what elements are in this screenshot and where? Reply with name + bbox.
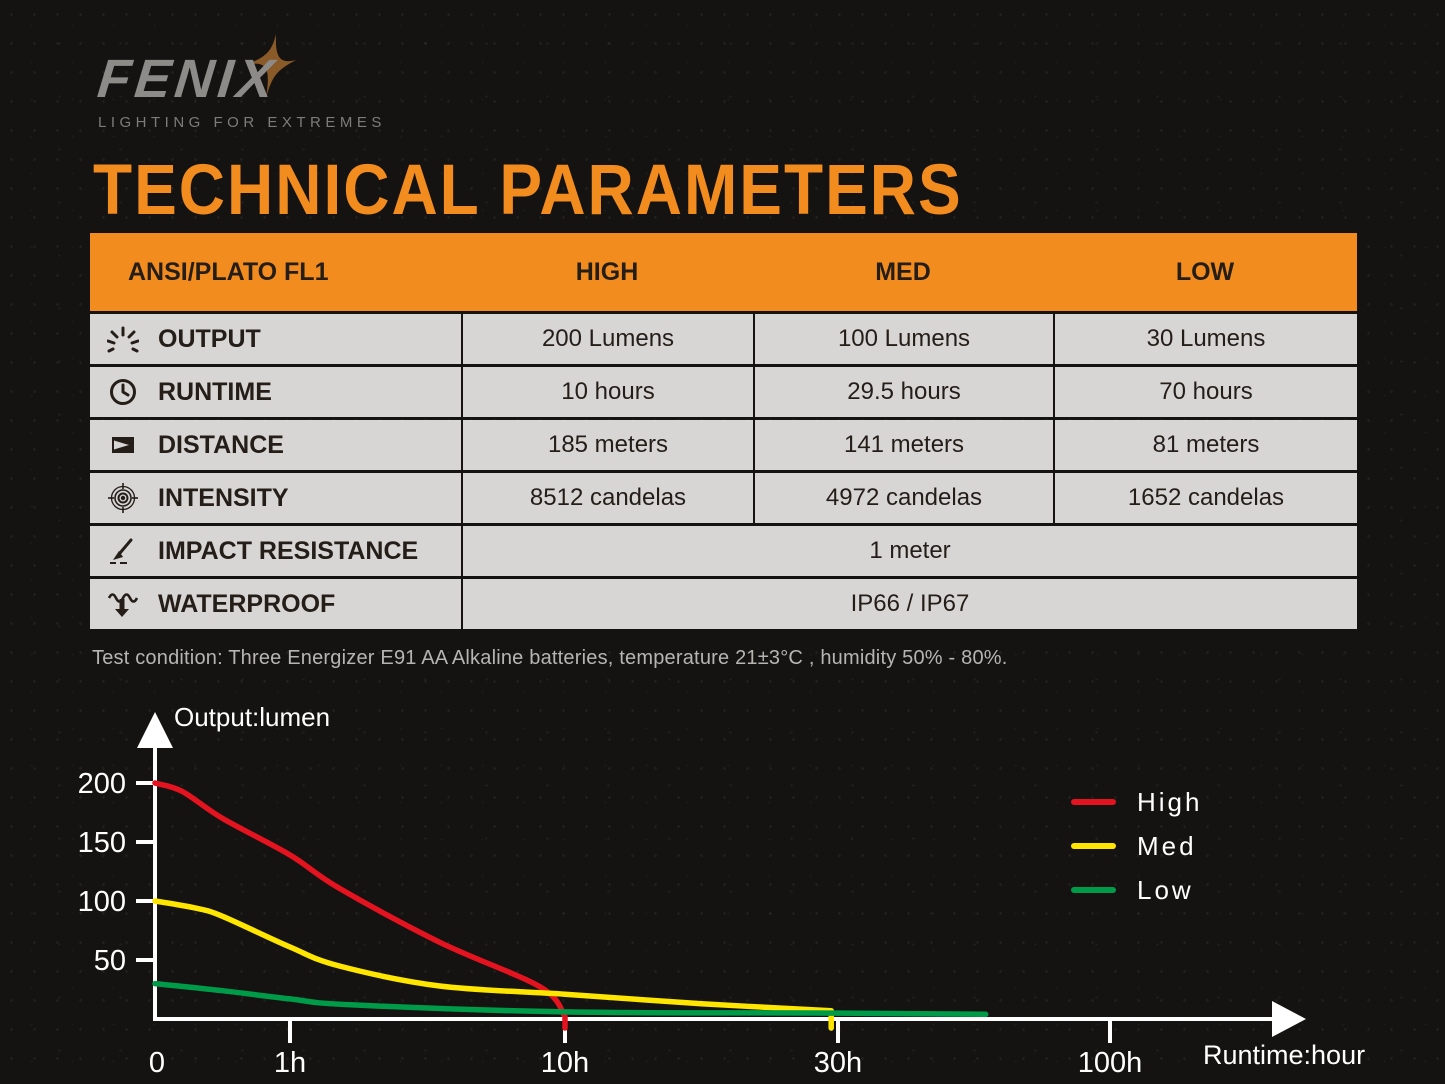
row-label: WATERPROOF xyxy=(158,589,336,618)
low-series-line xyxy=(152,980,989,1018)
x-axis-label: Runtime:hour xyxy=(1203,1040,1366,1070)
output-low: 30 Lumens xyxy=(1053,314,1357,364)
brand-tagline: LIGHTING FOR EXTREMES xyxy=(98,114,386,131)
y-axis-label: Output:lumen xyxy=(174,702,331,732)
x-tick-label: 0 xyxy=(149,1047,165,1079)
high-series-line xyxy=(152,780,568,1031)
distance-low: 81 meters xyxy=(1053,420,1357,470)
x-tick-label: 30h xyxy=(814,1047,862,1079)
runtime-med: 29.5 hours xyxy=(753,367,1053,417)
clock-icon xyxy=(105,377,141,407)
row-label: INTENSITY xyxy=(158,483,289,512)
runtime-high: 10 hours xyxy=(461,367,753,417)
output-med: 100 Lumens xyxy=(753,314,1053,364)
chart-legend: High Med Low xyxy=(1071,780,1202,912)
spec-table-header: ANSI/PLATO FL1 HIGH MED LOW xyxy=(90,233,1357,311)
x-tick-label: 1h xyxy=(274,1047,306,1079)
output-high: 200 Lumens xyxy=(461,314,753,364)
y-tick-label: 50 xyxy=(94,945,126,977)
row-label: IMPACT RESISTANCE xyxy=(158,536,419,565)
intensity-high: 8512 candelas xyxy=(461,473,753,523)
table-header-high: HIGH xyxy=(575,257,639,286)
med-series-line xyxy=(152,898,834,1031)
y-axis-arrow xyxy=(137,712,173,748)
row-label: DISTANCE xyxy=(158,430,284,459)
waterproof-value: IP66 / IP67 xyxy=(461,579,1357,629)
impact-resistance-value: 1 meter xyxy=(461,526,1357,576)
intensity-target-icon xyxy=(105,482,141,514)
distance-high: 185 meters xyxy=(461,420,753,470)
table-header-low: LOW xyxy=(1175,257,1235,286)
high-line-swatch xyxy=(1071,799,1116,805)
legend-item-med: Med xyxy=(1071,824,1202,868)
table-row-distance: DISTANCE 185 meters 141 meters 81 meters xyxy=(90,420,1357,470)
table-row-waterproof: WATERPROOF IP66 / IP67 xyxy=(90,579,1357,629)
table-row-intensity: INTENSITY 8512 candelas 4972 candelas 16… xyxy=(90,473,1357,523)
row-label: RUNTIME xyxy=(158,377,272,406)
table-row-runtime: RUNTIME 10 hours 29.5 hours 70 hours xyxy=(90,367,1357,417)
fenix-star-icon xyxy=(244,34,300,103)
distance-med: 141 meters xyxy=(753,420,1053,470)
x-tick-label: 10h xyxy=(541,1047,589,1079)
legend-label: Med xyxy=(1137,830,1197,861)
low-line-swatch xyxy=(1071,887,1116,893)
table-row-impact: IMPACT RESISTANCE 1 meter xyxy=(90,526,1357,576)
sunburst-icon xyxy=(105,324,141,354)
table-header-standard: ANSI/PLATO FL1 xyxy=(128,257,329,286)
table-row-output: OUTPUT 200 Lumens 100 Lumens 30 Lumens xyxy=(90,314,1357,364)
waterproof-icon xyxy=(105,589,141,619)
legend-item-high: High xyxy=(1071,780,1202,824)
intensity-med: 4972 candelas xyxy=(753,473,1053,523)
page-title: TECHNICAL PARAMETERS xyxy=(93,149,963,230)
legend-item-low: Low xyxy=(1071,868,1202,912)
y-tick-label: 100 xyxy=(78,886,126,918)
legend-label: High xyxy=(1137,786,1203,817)
intensity-low: 1652 candelas xyxy=(1053,473,1357,523)
fenix-logo: FENIX LIGHTING FOR EXTREMES xyxy=(95,34,386,131)
runtime-low: 70 hours xyxy=(1053,367,1357,417)
x-tick-label: 100h xyxy=(1078,1047,1143,1079)
row-label: OUTPUT xyxy=(158,324,261,353)
test-condition-note: Test condition: Three Energizer E91 AA A… xyxy=(92,647,1008,669)
legend-label: Low xyxy=(1137,874,1194,905)
y-tick-label: 200 xyxy=(78,768,126,800)
x-axis-arrow xyxy=(1272,1001,1306,1037)
impact-icon xyxy=(105,536,141,566)
beam-distance-icon xyxy=(105,430,141,460)
med-line-swatch xyxy=(1071,843,1116,849)
table-header-med: MED xyxy=(875,257,931,286)
spec-table: ANSI/PLATO FL1 HIGH MED LOW xyxy=(90,233,1357,629)
y-tick-label: 150 xyxy=(78,827,126,859)
